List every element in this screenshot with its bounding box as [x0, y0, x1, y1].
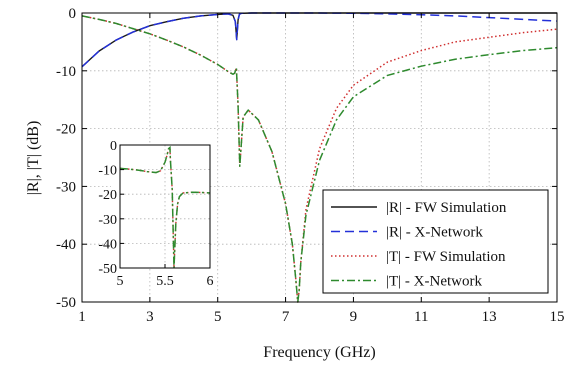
y-axis-label: |R|, |T| (dB) [25, 121, 42, 196]
x-axis-label: Frequency (GHz) [263, 344, 375, 361]
inset-y-tick-label: -30 [98, 213, 117, 228]
inset-ticks: 5 5.5 6 0 -10 -20 -30 -40 -50 [98, 139, 213, 289]
legend-label-1: |R| - X-Network [386, 225, 483, 241]
main-plot-frame [81, 12, 558, 303]
inset-series [119, 145, 211, 269]
x-tick-label: 7 [282, 309, 290, 325]
inset-background [111, 145, 210, 268]
inset-y-tick-label: -40 [98, 237, 117, 252]
legend-label-2: |T| - FW Simulation [386, 249, 506, 265]
x-tick-label: 3 [146, 309, 154, 325]
inset-x-tick-label: 6 [207, 274, 214, 289]
inset-y-tick-label: -50 [98, 262, 117, 277]
inset-y-tick-label: -10 [98, 164, 117, 179]
inset-series-xnet [119, 145, 211, 269]
legend-label-3: |T| - X-Network [386, 274, 482, 290]
series-line-3 [81, 15, 558, 303]
x-tick-label: 15 [550, 309, 565, 325]
inset-y-tick-label: -20 [98, 188, 117, 203]
x-tick-label: 9 [350, 309, 358, 325]
y-tick-label: -20 [56, 122, 76, 138]
x-tick-label: 1 [78, 309, 86, 325]
inset-x-tick-label: 5.5 [156, 274, 174, 289]
legend: |R| - FW Simulation |R| - X-Network |T| - … [322, 189, 549, 294]
y-tick-label: -30 [56, 179, 76, 195]
inset-grid [120, 145, 210, 268]
y-tick-label: -50 [56, 295, 76, 311]
main-grid [82, 13, 557, 302]
series-line-1 [81, 12, 558, 68]
legend-label-0: |R| - FW Simulation [386, 200, 507, 216]
y-tick-label: 0 [69, 6, 77, 22]
x-tick-label: 5 [214, 309, 222, 325]
series-line-0 [81, 12, 557, 68]
x-tick-label: 11 [414, 309, 428, 325]
main-ticks: 1 3 5 7 9 11 13 150-10-20-30-40-50 [56, 6, 565, 325]
y-tick-label: -10 [56, 64, 76, 80]
y-tick-label: -40 [56, 237, 76, 253]
x-tick-label: 13 [482, 309, 497, 325]
inset-x-tick-label: 5 [117, 274, 124, 289]
inset-plot: 5 5.5 6 0 -10 -20 -30 -40 -50 [98, 139, 213, 289]
inset-y-tick-label: 0 [110, 139, 117, 154]
